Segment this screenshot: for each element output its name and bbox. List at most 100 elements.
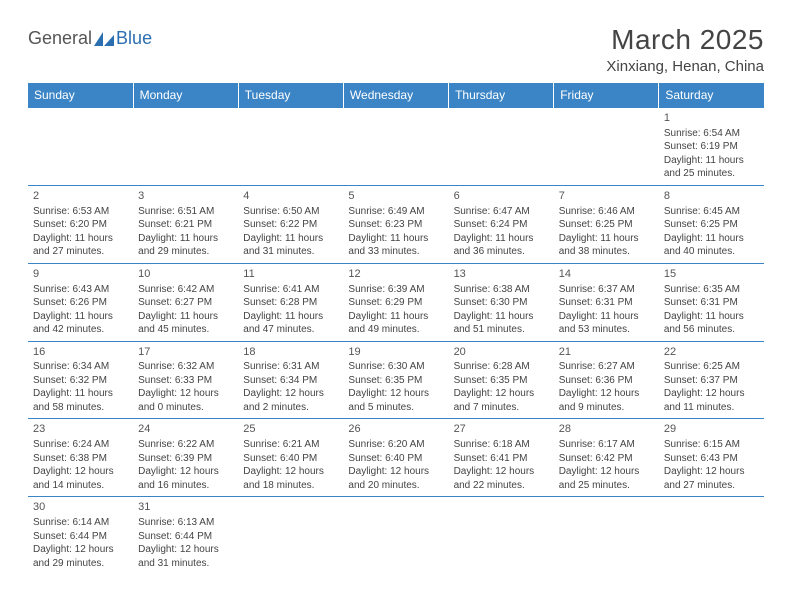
day-number: 25 — [243, 422, 338, 437]
calendar-day-cell: 7Sunrise: 6:46 AMSunset: 6:25 PMDaylight… — [554, 185, 659, 263]
sunrise-line: Sunrise: 6:15 AM — [664, 438, 759, 452]
sunrise-line: Sunrise: 6:42 AM — [138, 283, 233, 297]
calendar-day-cell: 24Sunrise: 6:22 AMSunset: 6:39 PMDayligh… — [133, 419, 238, 497]
sunrise-line: Sunrise: 6:25 AM — [664, 360, 759, 374]
weekday-header: Tuesday — [238, 83, 343, 108]
calendar-day-cell: 12Sunrise: 6:39 AMSunset: 6:29 PMDayligh… — [343, 263, 448, 341]
daylight-line: and 47 minutes. — [243, 323, 338, 337]
day-number: 17 — [138, 345, 233, 360]
daylight-line: Daylight: 12 hours — [243, 465, 338, 479]
calendar-day-cell: 2Sunrise: 6:53 AMSunset: 6:20 PMDaylight… — [28, 185, 133, 263]
daylight-line: Daylight: 12 hours — [454, 465, 549, 479]
sunset-line: Sunset: 6:41 PM — [454, 452, 549, 466]
sunset-line: Sunset: 6:42 PM — [559, 452, 654, 466]
day-number: 18 — [243, 345, 338, 360]
calendar-day-cell: 1Sunrise: 6:54 AMSunset: 6:19 PMDaylight… — [659, 108, 764, 186]
sunrise-line: Sunrise: 6:17 AM — [559, 438, 654, 452]
daylight-line: and 42 minutes. — [33, 323, 128, 337]
day-number: 5 — [348, 189, 443, 204]
daylight-line: and 11 minutes. — [664, 401, 759, 415]
sunset-line: Sunset: 6:29 PM — [348, 296, 443, 310]
day-number: 26 — [348, 422, 443, 437]
sail-icon — [94, 32, 114, 46]
calendar-week-row: 16Sunrise: 6:34 AMSunset: 6:32 PMDayligh… — [28, 341, 764, 419]
calendar-day-cell: 17Sunrise: 6:32 AMSunset: 6:33 PMDayligh… — [133, 341, 238, 419]
location: Xinxiang, Henan, China — [606, 58, 764, 75]
daylight-line: Daylight: 12 hours — [138, 387, 233, 401]
sunset-line: Sunset: 6:35 PM — [454, 374, 549, 388]
daylight-line: and 31 minutes. — [243, 245, 338, 259]
sunset-line: Sunset: 6:22 PM — [243, 218, 338, 232]
daylight-line: and 14 minutes. — [33, 479, 128, 493]
daylight-line: Daylight: 11 hours — [559, 310, 654, 324]
calendar-day-cell: 30Sunrise: 6:14 AMSunset: 6:44 PMDayligh… — [28, 497, 133, 574]
sunrise-line: Sunrise: 6:34 AM — [33, 360, 128, 374]
calendar-day-cell: 8Sunrise: 6:45 AMSunset: 6:25 PMDaylight… — [659, 185, 764, 263]
sunrise-line: Sunrise: 6:46 AM — [559, 205, 654, 219]
daylight-line: Daylight: 12 hours — [243, 387, 338, 401]
daylight-line: and 27 minutes. — [664, 479, 759, 493]
sunrise-line: Sunrise: 6:18 AM — [454, 438, 549, 452]
daylight-line: Daylight: 11 hours — [664, 310, 759, 324]
sunrise-line: Sunrise: 6:32 AM — [138, 360, 233, 374]
day-number: 19 — [348, 345, 443, 360]
sunrise-line: Sunrise: 6:30 AM — [348, 360, 443, 374]
sunrise-line: Sunrise: 6:20 AM — [348, 438, 443, 452]
day-number: 13 — [454, 267, 549, 282]
sunrise-line: Sunrise: 6:31 AM — [243, 360, 338, 374]
weekday-header: Thursday — [449, 83, 554, 108]
sunset-line: Sunset: 6:43 PM — [664, 452, 759, 466]
sunset-line: Sunset: 6:24 PM — [454, 218, 549, 232]
weekday-header: Monday — [133, 83, 238, 108]
sunset-line: Sunset: 6:21 PM — [138, 218, 233, 232]
sunset-line: Sunset: 6:23 PM — [348, 218, 443, 232]
sunrise-line: Sunrise: 6:49 AM — [348, 205, 443, 219]
calendar-day-cell: 26Sunrise: 6:20 AMSunset: 6:40 PMDayligh… — [343, 419, 448, 497]
sunrise-line: Sunrise: 6:37 AM — [559, 283, 654, 297]
daylight-line: and 5 minutes. — [348, 401, 443, 415]
daylight-line: and 7 minutes. — [454, 401, 549, 415]
calendar-empty-cell — [554, 497, 659, 574]
daylight-line: and 58 minutes. — [33, 401, 128, 415]
daylight-line: and 9 minutes. — [559, 401, 654, 415]
day-number: 16 — [33, 345, 128, 360]
day-number: 23 — [33, 422, 128, 437]
day-number: 24 — [138, 422, 233, 437]
daylight-line: and 45 minutes. — [138, 323, 233, 337]
calendar-day-cell: 15Sunrise: 6:35 AMSunset: 6:31 PMDayligh… — [659, 263, 764, 341]
daylight-line: Daylight: 12 hours — [348, 387, 443, 401]
daylight-line: Daylight: 12 hours — [138, 543, 233, 557]
calendar-week-row: 9Sunrise: 6:43 AMSunset: 6:26 PMDaylight… — [28, 263, 764, 341]
daylight-line: and 36 minutes. — [454, 245, 549, 259]
calendar-day-cell: 6Sunrise: 6:47 AMSunset: 6:24 PMDaylight… — [449, 185, 554, 263]
calendar-day-cell: 4Sunrise: 6:50 AMSunset: 6:22 PMDaylight… — [238, 185, 343, 263]
sunset-line: Sunset: 6:25 PM — [664, 218, 759, 232]
sunrise-line: Sunrise: 6:13 AM — [138, 516, 233, 530]
day-number: 9 — [33, 267, 128, 282]
daylight-line: Daylight: 12 hours — [138, 465, 233, 479]
sunrise-line: Sunrise: 6:14 AM — [33, 516, 128, 530]
daylight-line: and 53 minutes. — [559, 323, 654, 337]
daylight-line: and 49 minutes. — [348, 323, 443, 337]
daylight-line: and 27 minutes. — [33, 245, 128, 259]
calendar-week-row: 23Sunrise: 6:24 AMSunset: 6:38 PMDayligh… — [28, 419, 764, 497]
calendar-empty-cell — [343, 108, 448, 186]
daylight-line: Daylight: 11 hours — [559, 232, 654, 246]
daylight-line: Daylight: 11 hours — [33, 232, 128, 246]
sunset-line: Sunset: 6:31 PM — [664, 296, 759, 310]
calendar-day-cell: 21Sunrise: 6:27 AMSunset: 6:36 PMDayligh… — [554, 341, 659, 419]
sunset-line: Sunset: 6:19 PM — [664, 140, 759, 154]
daylight-line: and 18 minutes. — [243, 479, 338, 493]
logo: General Blue — [28, 24, 152, 49]
sunset-line: Sunset: 6:35 PM — [348, 374, 443, 388]
daylight-line: Daylight: 12 hours — [559, 465, 654, 479]
day-number: 29 — [664, 422, 759, 437]
weekday-header: Wednesday — [343, 83, 448, 108]
daylight-line: and 2 minutes. — [243, 401, 338, 415]
daylight-line: Daylight: 11 hours — [664, 154, 759, 168]
daylight-line: Daylight: 12 hours — [559, 387, 654, 401]
calendar-day-cell: 29Sunrise: 6:15 AMSunset: 6:43 PMDayligh… — [659, 419, 764, 497]
calendar-day-cell: 25Sunrise: 6:21 AMSunset: 6:40 PMDayligh… — [238, 419, 343, 497]
sunset-line: Sunset: 6:26 PM — [33, 296, 128, 310]
calendar-day-cell: 28Sunrise: 6:17 AMSunset: 6:42 PMDayligh… — [554, 419, 659, 497]
